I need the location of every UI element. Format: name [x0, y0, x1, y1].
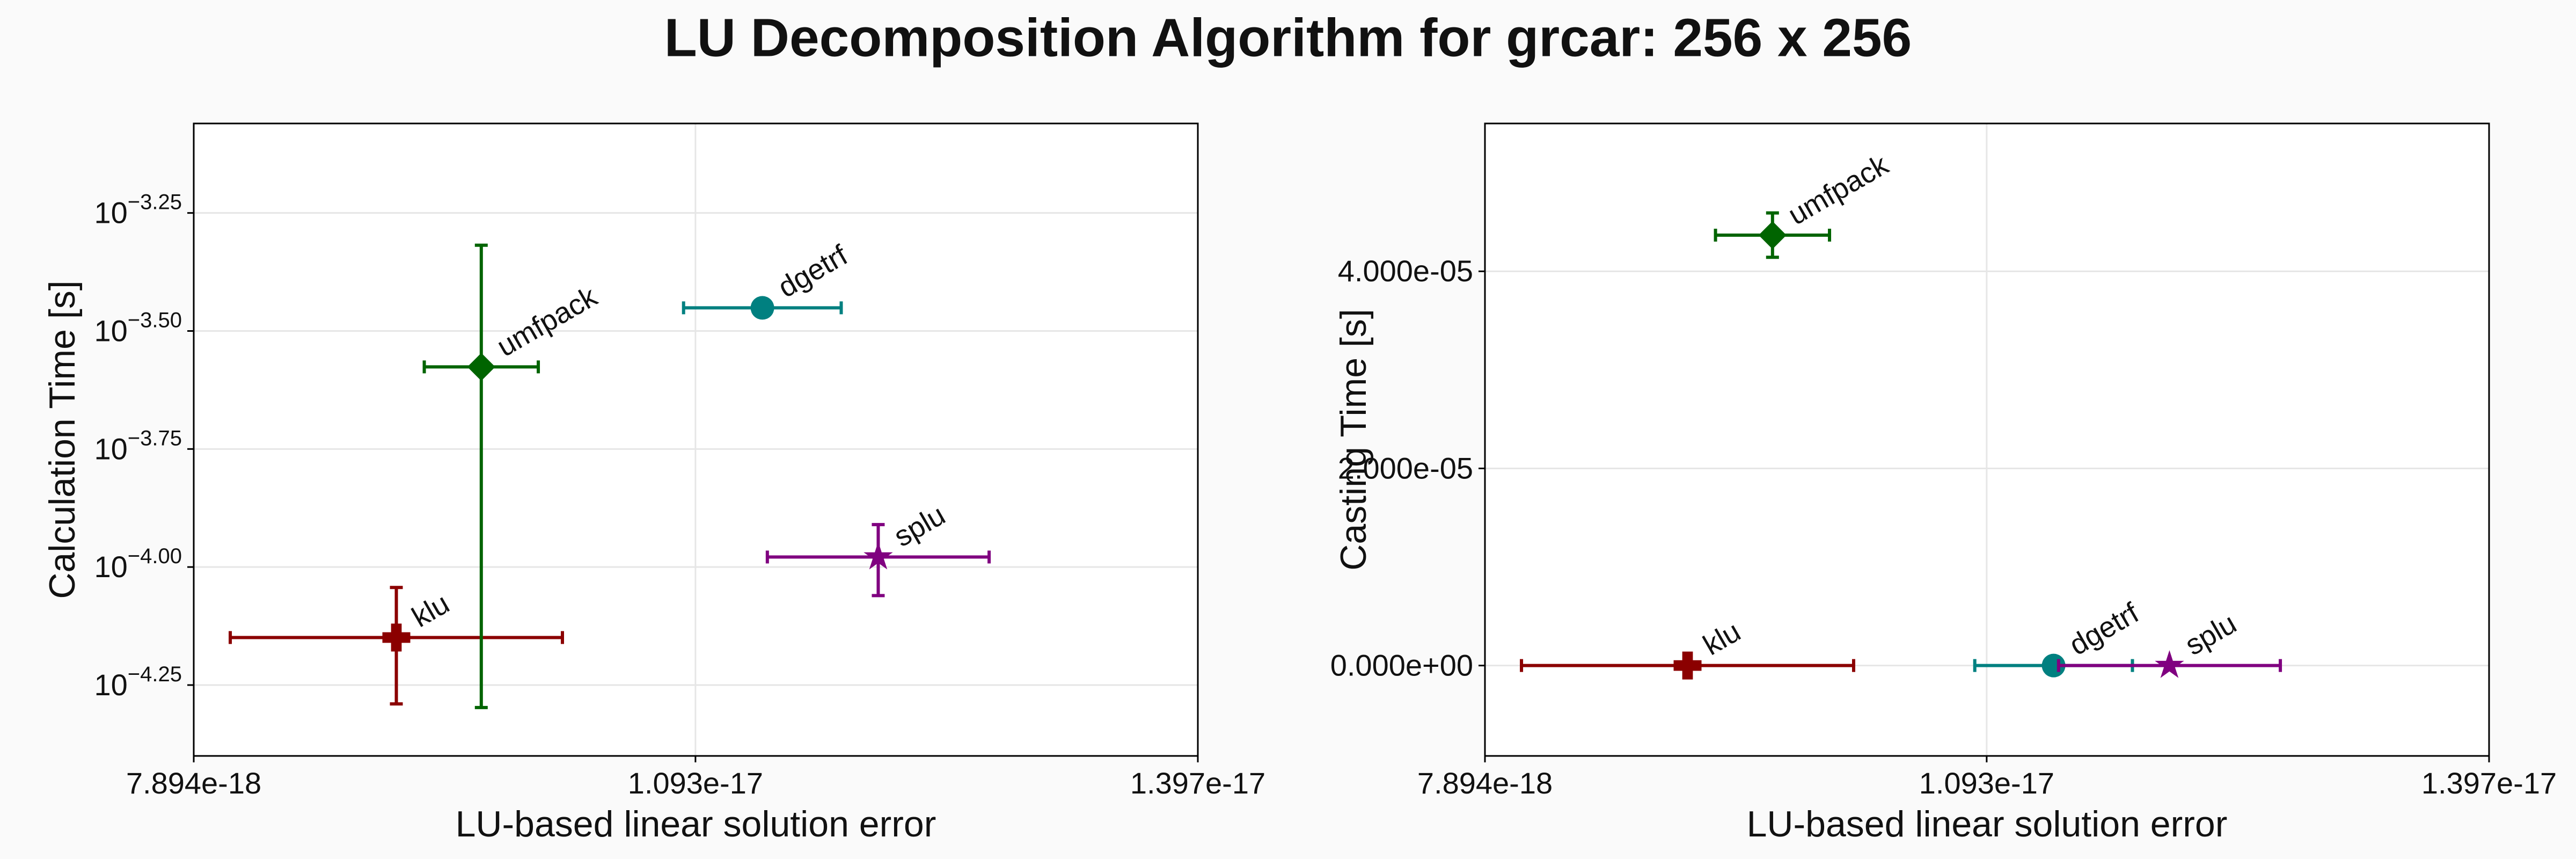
x-axis-label: LU-based linear solution error — [456, 804, 936, 845]
y-axis-label: Casting Time [s] — [1333, 309, 1374, 571]
marker — [382, 623, 411, 652]
x-tick-label: 1.093e-17 — [1919, 766, 2054, 800]
y-tick-label: 2.000e-05 — [1338, 451, 1473, 485]
marker — [1673, 651, 1702, 680]
y-tick-label: 4.000e-05 — [1338, 254, 1473, 288]
y-tick-label: 0.000e+00 — [1330, 648, 1473, 682]
marker — [863, 541, 893, 570]
y-error-bar — [474, 243, 488, 709]
y-tick-label: 10−4.25 — [94, 663, 182, 702]
x-tick-label: 1.093e-17 — [628, 766, 763, 800]
marker — [750, 296, 774, 320]
x-tick-label: 7.894e-18 — [126, 766, 261, 800]
marker — [467, 353, 495, 381]
x-tick-label: 1.397e-17 — [1130, 766, 1265, 800]
marker — [1758, 221, 1787, 249]
axes-frame — [193, 122, 1199, 757]
marker — [2155, 650, 2184, 678]
x-tick-label: 7.894e-18 — [1417, 766, 1553, 800]
figure-title: LU Decomposition Algorithm for grcar: 25… — [664, 8, 1912, 68]
axes-frame — [1484, 122, 2490, 757]
y-tick-label: 10−3.50 — [94, 308, 182, 347]
y-tick-label: 10−4.00 — [94, 544, 182, 584]
y-tick-label: 10−3.75 — [94, 426, 182, 465]
x-tick-label: 1.397e-17 — [2421, 766, 2557, 800]
y-tick-label: 10−3.25 — [94, 190, 182, 229]
y-axis-label: Calculation Time [s] — [42, 280, 83, 599]
x-axis-label: LU-based linear solution error — [1747, 804, 2228, 845]
